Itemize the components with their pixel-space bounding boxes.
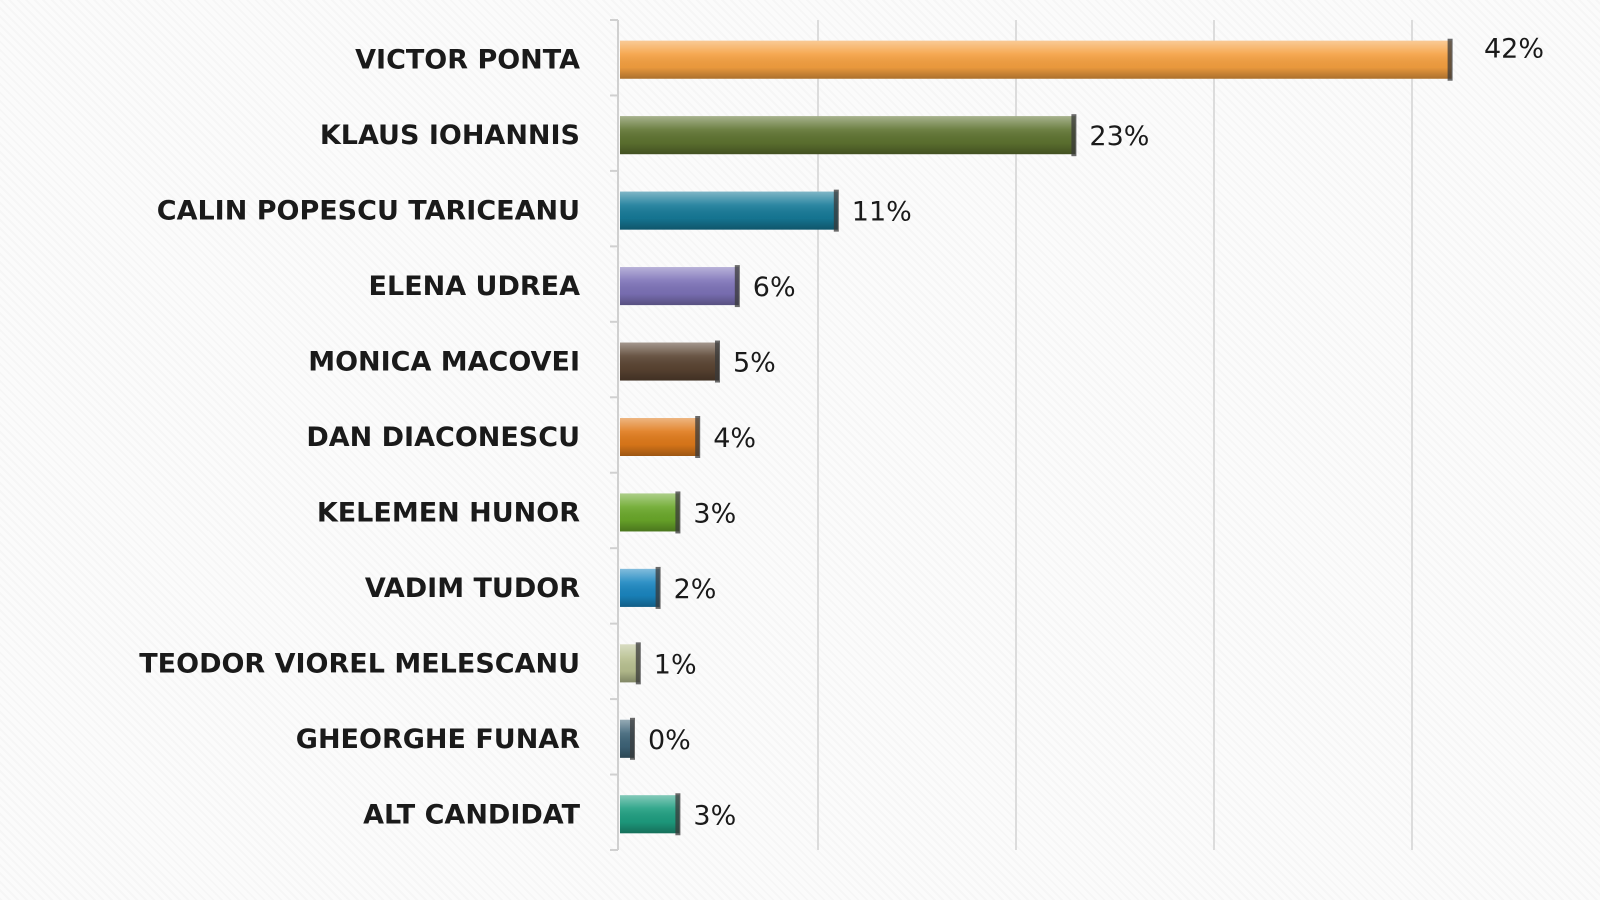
- bar: [620, 189, 839, 232]
- bar: [620, 642, 641, 685]
- bar: [620, 38, 1453, 81]
- data-label: 3%: [693, 498, 736, 529]
- bar-bevel: [620, 418, 700, 456]
- category-label: DAN DIACONESCU: [306, 422, 580, 453]
- bar-end-cap: [630, 717, 635, 760]
- category-label: CALIN POPESCU TARICEANU: [157, 196, 580, 227]
- category-label: KELEMEN HUNOR: [317, 497, 580, 528]
- category-label: TEODOR VIOREL MELESCANU: [139, 648, 580, 679]
- category-label: ELENA UDREA: [369, 271, 581, 302]
- bar-end-cap: [695, 416, 701, 458]
- category-label: MONICA MACOVEI: [308, 347, 580, 378]
- bar: [620, 717, 635, 760]
- bar-bevel: [620, 795, 680, 834]
- bar-end-cap: [675, 491, 681, 534]
- category-label: GHEORGHE FUNAR: [296, 724, 580, 755]
- bar-bevel: [620, 40, 1452, 79]
- bar: [620, 114, 1077, 157]
- bar-end-cap: [675, 793, 681, 836]
- bar-end-cap: [734, 265, 740, 308]
- data-label: 2%: [674, 574, 717, 605]
- bar-end-cap: [715, 340, 720, 383]
- category-label: ALT CANDIDAT: [363, 799, 580, 830]
- bar: [620, 566, 661, 609]
- data-label: 11%: [852, 197, 912, 228]
- data-label: 0%: [648, 725, 691, 756]
- data-label: 4%: [713, 423, 756, 454]
- bar-bevel: [620, 644, 640, 683]
- bar-bevel: [620, 191, 838, 230]
- bar-bevel: [620, 116, 1076, 155]
- bar-bevel: [620, 493, 680, 532]
- bar: [620, 265, 740, 308]
- bar-end-cap: [1071, 114, 1077, 157]
- data-label: 6%: [753, 272, 796, 303]
- data-label: 1%: [654, 649, 697, 680]
- bar-bevel: [620, 267, 739, 306]
- bar-bevel: [620, 568, 660, 607]
- bar-end-cap: [833, 189, 839, 232]
- bar: [620, 340, 720, 383]
- category-label: VICTOR PONTA: [355, 45, 580, 76]
- data-label: 3%: [693, 800, 736, 831]
- category-label: VADIM TUDOR: [365, 573, 580, 604]
- data-label: 5%: [733, 348, 776, 379]
- bar-end-cap: [655, 566, 661, 609]
- bar: [620, 793, 681, 836]
- bar: [620, 416, 701, 458]
- bar-bevel: [620, 342, 719, 381]
- data-label: 23%: [1089, 121, 1149, 152]
- bar-end-cap: [1447, 38, 1453, 81]
- data-label: 42%: [1484, 34, 1544, 65]
- bar: [620, 491, 681, 534]
- category-label: KLAUS IOHANNIS: [320, 120, 580, 151]
- bar-end-cap: [635, 642, 641, 685]
